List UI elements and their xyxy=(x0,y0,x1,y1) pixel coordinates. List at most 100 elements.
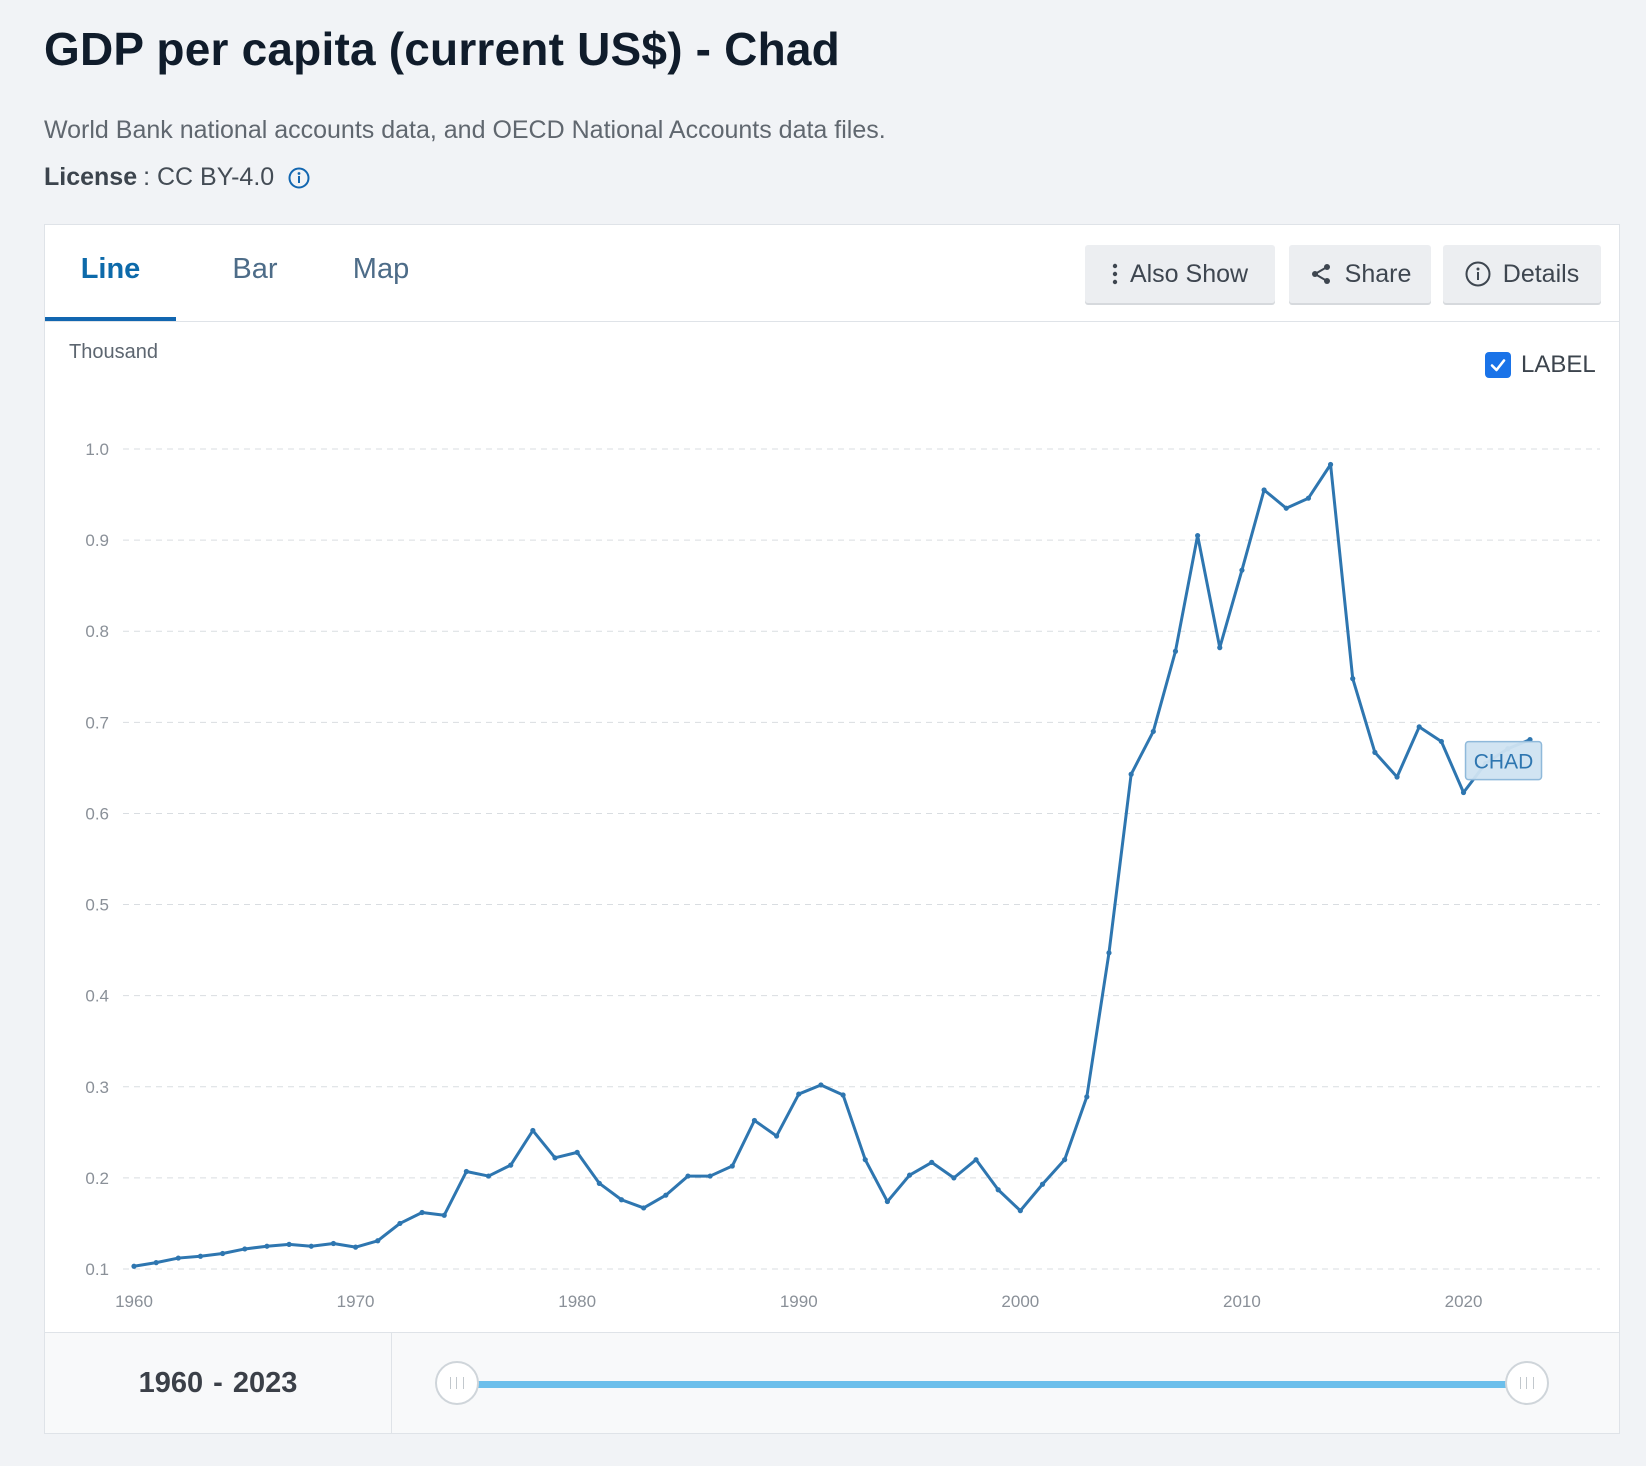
line-chart: 0.1 0.2 0.3 0.4 0.5 0.6 0.7 0.8 0.9 1.0 1960 1970 19… xyxy=(85,440,1600,1311)
tab-bar: Line Bar Map Also Show Share Details xyxy=(45,225,1619,322)
slider-handle-end[interactable] xyxy=(1505,1361,1549,1405)
y-tick-label: 0.5 xyxy=(85,896,109,915)
data-point xyxy=(1460,789,1467,796)
data-point xyxy=(220,1250,226,1257)
data-point xyxy=(552,1155,558,1161)
data-point xyxy=(596,1180,602,1186)
data-point xyxy=(308,1243,314,1249)
data-point xyxy=(1195,532,1201,539)
data-point xyxy=(1128,771,1134,777)
source-note: World Bank national accounts data, and O… xyxy=(44,116,886,144)
tab-map[interactable]: Map xyxy=(352,253,410,285)
data-point xyxy=(330,1240,337,1247)
year-range-bar: 1960 - 2023 xyxy=(45,1332,1619,1433)
x-tick-label: 2000 xyxy=(1001,1292,1039,1311)
also-show-label: Also Show xyxy=(1129,259,1249,288)
data-point xyxy=(1039,1181,1046,1187)
data-point xyxy=(1283,505,1289,511)
y-tick-label: 0.9 xyxy=(85,531,109,550)
year-slider-track[interactable] xyxy=(457,1381,1527,1388)
data-point xyxy=(641,1205,647,1211)
data-point xyxy=(1150,728,1156,735)
data-point xyxy=(574,1149,580,1155)
data-point xyxy=(508,1162,514,1168)
license-value: : CC BY-4.0 xyxy=(143,163,275,191)
check-icon xyxy=(1490,359,1506,372)
data-point xyxy=(131,1263,137,1269)
data-point xyxy=(419,1209,425,1216)
data-point xyxy=(707,1173,713,1179)
range-separator: - xyxy=(213,1366,223,1399)
data-point xyxy=(1305,495,1312,501)
details-label: Details xyxy=(1502,259,1580,288)
chart-card: Line Bar Map Also Show Share Details Tho… xyxy=(44,224,1620,1434)
label-toggle-text: LABEL xyxy=(1521,351,1596,378)
data-point xyxy=(818,1082,824,1088)
data-point xyxy=(175,1255,181,1261)
data-point xyxy=(1350,676,1356,682)
data-point xyxy=(463,1168,469,1175)
data-point xyxy=(618,1197,625,1203)
x-tick-label: 1990 xyxy=(780,1292,818,1311)
data-point xyxy=(1172,648,1179,654)
x-tick-label: 1980 xyxy=(558,1292,596,1311)
data-point xyxy=(995,1187,1001,1193)
data-point xyxy=(530,1127,536,1134)
series-label: CHAD xyxy=(1474,751,1534,774)
x-tick-label: 2020 xyxy=(1445,1292,1483,1311)
data-point xyxy=(751,1117,758,1124)
series-label-box xyxy=(1464,740,1543,781)
data-point xyxy=(884,1198,890,1205)
y-tick-label: 0.4 xyxy=(85,987,109,1006)
y-tick-label: 0.6 xyxy=(85,804,109,823)
data-point xyxy=(485,1173,492,1179)
label-checkbox[interactable] xyxy=(1485,352,1511,378)
y-unit-label: Thousand xyxy=(69,341,158,363)
label-toggle[interactable]: LABEL xyxy=(1485,351,1596,379)
data-point xyxy=(1261,487,1267,493)
x-tick-label: 1970 xyxy=(337,1292,375,1311)
data-point xyxy=(286,1241,292,1247)
tab-bar-chart[interactable]: Bar xyxy=(232,253,278,285)
more-vertical-icon xyxy=(1112,263,1118,285)
data-point xyxy=(1084,1094,1090,1100)
info-icon[interactable] xyxy=(288,167,310,189)
data-point xyxy=(840,1092,846,1098)
data-point xyxy=(663,1192,669,1198)
data-point xyxy=(1217,645,1223,651)
info-circle-icon xyxy=(1465,261,1491,287)
data-point xyxy=(153,1260,159,1266)
series-line-chad xyxy=(133,462,1531,1268)
y-tick-label: 0.8 xyxy=(85,622,109,641)
data-point xyxy=(1062,1157,1068,1163)
data-point xyxy=(264,1243,270,1249)
data-point xyxy=(1239,567,1245,573)
details-button[interactable]: Details xyxy=(1443,245,1601,303)
tab-line[interactable]: Line xyxy=(45,225,176,321)
share-button[interactable]: Share xyxy=(1289,245,1431,303)
data-point xyxy=(1327,461,1334,468)
license-label: License xyxy=(44,163,138,191)
slider-handle-start[interactable] xyxy=(435,1361,479,1405)
data-point xyxy=(197,1253,204,1259)
data-point xyxy=(1106,950,1112,956)
x-tick-label: 1960 xyxy=(115,1292,153,1311)
y-tick-label: 0.7 xyxy=(85,713,109,732)
range-start: 1960 xyxy=(138,1366,204,1399)
data-point xyxy=(1394,774,1400,780)
data-point xyxy=(1017,1208,1023,1214)
year-range-text: 1960 - 2023 xyxy=(45,1333,392,1433)
also-show-button[interactable]: Also Show xyxy=(1085,245,1275,303)
y-tick-label: 1.0 xyxy=(85,440,109,459)
data-point xyxy=(906,1172,913,1178)
y-tick-label: 0.2 xyxy=(85,1169,109,1188)
y-tick-label: 0.1 xyxy=(85,1260,109,1279)
data-point xyxy=(774,1133,780,1139)
data-point xyxy=(685,1173,691,1179)
data-point xyxy=(441,1212,447,1218)
data-point xyxy=(1372,749,1378,755)
data-point xyxy=(862,1157,868,1163)
share-label: Share xyxy=(1344,259,1412,288)
y-tick-label: 0.3 xyxy=(85,1078,109,1097)
data-point xyxy=(929,1159,935,1165)
